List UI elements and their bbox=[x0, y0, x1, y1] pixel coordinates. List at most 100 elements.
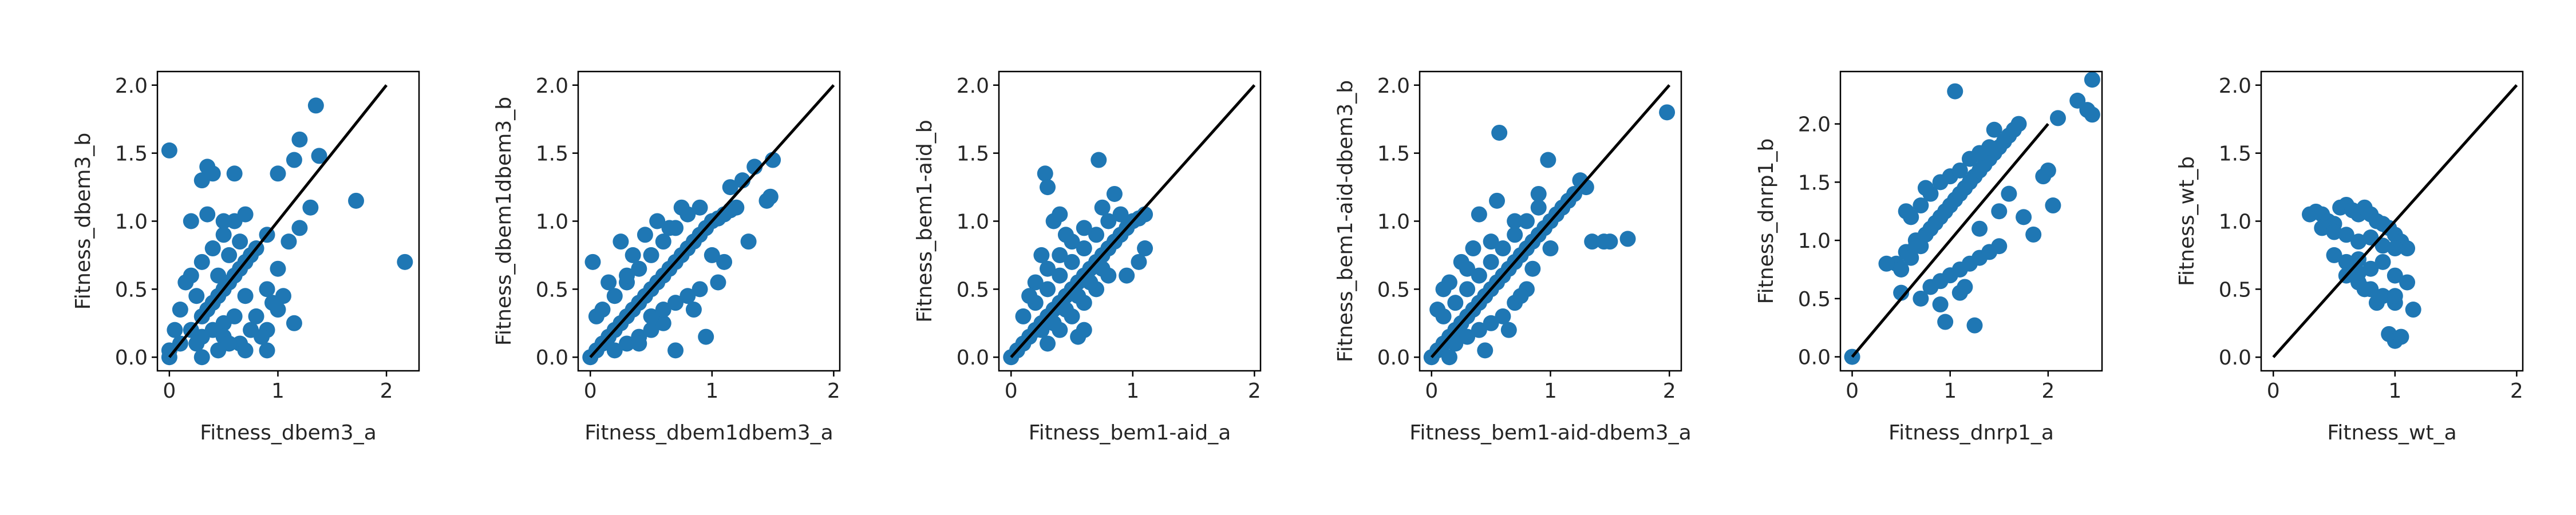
scatter-point bbox=[655, 233, 671, 250]
scatter-point bbox=[1951, 162, 1968, 179]
scatter-point bbox=[2025, 226, 2042, 243]
x-tick-label: 1 bbox=[1544, 379, 1557, 403]
scatter-point bbox=[1441, 349, 1457, 366]
scatter-point bbox=[243, 322, 259, 338]
x-axis-label: Fitness_wt_a bbox=[2327, 421, 2456, 445]
scatter-point bbox=[1477, 342, 1494, 359]
y-tick-label: 0.5 bbox=[2219, 278, 2251, 302]
scatter-point bbox=[710, 274, 726, 291]
scatter-point bbox=[232, 233, 248, 250]
scatter-point bbox=[1937, 314, 1954, 330]
scatter-point bbox=[1052, 206, 1068, 223]
scatter-point bbox=[188, 288, 205, 304]
x-tick-label: 2 bbox=[380, 379, 393, 403]
scatter-point bbox=[1524, 260, 1541, 277]
scatter-point bbox=[183, 213, 199, 229]
scatter-point bbox=[1453, 253, 1469, 270]
scatter-point bbox=[2374, 237, 2391, 254]
scatter-point bbox=[619, 267, 635, 284]
y-tick-label: 1.0 bbox=[1798, 229, 1831, 253]
scatter-point bbox=[661, 220, 678, 236]
scatter-point bbox=[286, 152, 302, 168]
scatter-point bbox=[1070, 288, 1086, 304]
scatter-point bbox=[1094, 260, 1111, 277]
y-axis-label: Fitness_dbem1dbem3_b bbox=[492, 97, 516, 346]
scatter-point bbox=[270, 165, 286, 182]
scatter-panel-4: 0 1 2 0.0 0.5 1.0 1.5 2.0 Fitness_bem1-aid-dbem3… bbox=[1334, 70, 1692, 445]
scatter-point bbox=[2362, 229, 2379, 246]
scatter-point bbox=[215, 213, 232, 229]
scatter-point bbox=[631, 335, 647, 352]
scatter-point bbox=[2338, 253, 2354, 270]
scatter-point bbox=[2399, 274, 2416, 291]
scatter-point bbox=[237, 288, 254, 304]
scatter-panel-3: 0 1 2 0.0 0.5 1.0 1.5 2.0 Fitness_bem1-aid_a Fitn… bbox=[913, 70, 1262, 445]
scatter-point bbox=[1893, 284, 1910, 301]
y-tick-label: 2.0 bbox=[2219, 74, 2251, 98]
scatter-point bbox=[1495, 308, 1511, 324]
scatter-point bbox=[280, 233, 297, 250]
scatter-point bbox=[1040, 281, 1056, 298]
scatter-point bbox=[613, 233, 629, 250]
y-tick-label: 2.0 bbox=[957, 74, 989, 98]
scatter-point bbox=[2350, 233, 2367, 250]
y-tick-label: 2.0 bbox=[1377, 74, 1410, 98]
scatter-point bbox=[1057, 227, 1074, 243]
scatter-point bbox=[2393, 328, 2409, 345]
scatter-point bbox=[2350, 264, 2367, 281]
scatter-point bbox=[631, 260, 647, 277]
scatter-point bbox=[1094, 199, 1111, 216]
scatter-point bbox=[2326, 247, 2342, 263]
x-tick-label: 2 bbox=[2510, 379, 2523, 403]
scatter-point bbox=[204, 240, 221, 257]
scatter-point bbox=[2350, 251, 2367, 268]
scatter-point bbox=[1106, 185, 1123, 202]
scatter-point bbox=[302, 199, 319, 216]
y-tick-label: 0.5 bbox=[1798, 288, 1831, 311]
x-tick-label: 0 bbox=[584, 379, 597, 403]
scatter-point bbox=[2387, 240, 2403, 257]
scatter-point bbox=[1131, 253, 1147, 270]
scatter-point bbox=[1471, 322, 1487, 338]
scatter-point bbox=[1530, 199, 1547, 216]
scatter-point bbox=[1512, 288, 1529, 304]
x-tick-label: 2 bbox=[1663, 379, 1676, 403]
y-tick-label: 2.0 bbox=[1798, 113, 1831, 137]
x-axis-label: Fitness_bem1-aid-dbem3_a bbox=[1409, 421, 1691, 445]
scatter-point bbox=[2368, 295, 2385, 311]
scatter-point bbox=[692, 199, 708, 216]
y-tick-label: 1.5 bbox=[536, 142, 568, 166]
scatter-point bbox=[685, 302, 702, 318]
y-axis-label: Fitness_bem1-aid-dbem3_b bbox=[1334, 80, 1357, 362]
scatter-point bbox=[679, 288, 696, 304]
scatter-point bbox=[1040, 179, 1056, 196]
y-tick-label: 0.5 bbox=[957, 278, 989, 302]
point-group bbox=[2302, 196, 2421, 349]
scatter-point bbox=[177, 274, 194, 291]
scatter-point bbox=[2399, 240, 2416, 257]
scatter-point bbox=[2362, 260, 2379, 277]
scatter-point bbox=[2374, 253, 2391, 270]
x-axis-label: Fitness_dbem1dbem3_a bbox=[584, 421, 833, 445]
scatter-point bbox=[1015, 308, 1032, 324]
y-tick-label: 2.0 bbox=[115, 74, 148, 98]
scatter-point bbox=[1500, 322, 1517, 338]
scatter-point bbox=[692, 281, 708, 298]
scatter-point bbox=[172, 302, 188, 318]
scatter-point bbox=[1076, 220, 1092, 236]
x-tick-label: 2 bbox=[2041, 379, 2055, 403]
scatter-point bbox=[1878, 255, 1895, 272]
scatter-point bbox=[728, 199, 745, 216]
y-tick-label: 0.5 bbox=[115, 278, 148, 302]
scatter-point bbox=[2405, 302, 2421, 318]
scatter-point bbox=[270, 260, 286, 277]
scatter-point bbox=[221, 335, 238, 352]
scatter-point bbox=[1100, 213, 1117, 229]
scatter-point bbox=[740, 233, 757, 250]
scatter-point bbox=[1447, 335, 1464, 352]
scatter-point bbox=[2049, 110, 2066, 126]
scatter-point bbox=[1471, 267, 1487, 284]
scatter-point bbox=[643, 247, 659, 263]
scatter-point bbox=[1907, 238, 1924, 255]
scatter-point bbox=[2084, 72, 2100, 88]
